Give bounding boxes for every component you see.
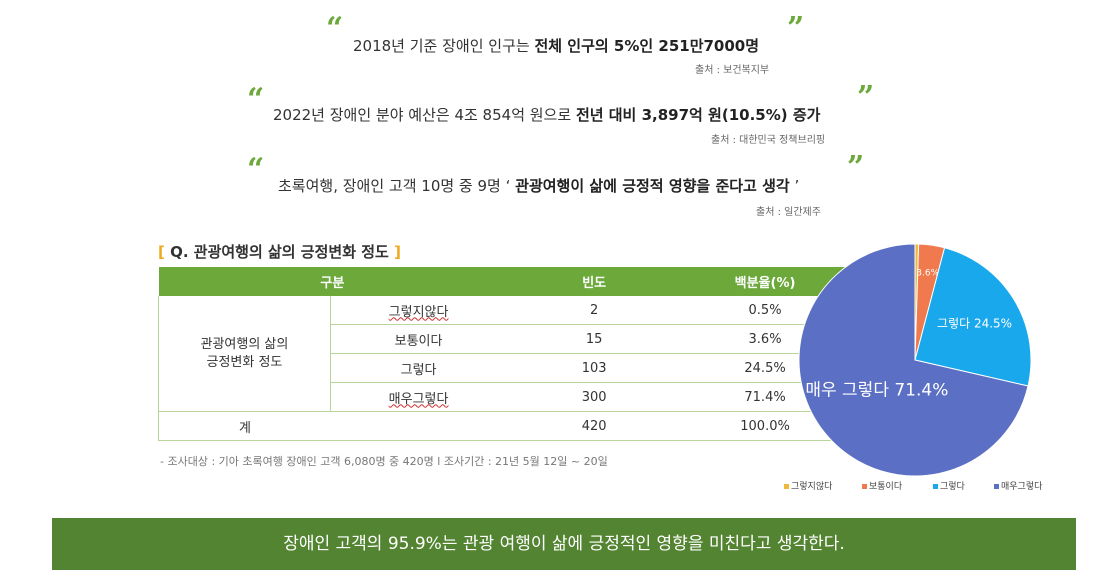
row-frequency: 2 (506, 296, 683, 325)
legend-label: 매우그렇다 (1001, 482, 1043, 492)
quote-2-source: 출처 : 대한민국 정책브리핑 (711, 135, 826, 146)
close-quote-icon: ” (847, 150, 865, 185)
total-label: 계 (158, 411, 507, 441)
total-row: 계 420 100.0% (158, 411, 848, 441)
close-quote-icon: ” (787, 11, 805, 46)
pie-label-4: 매우 그렇다 71.4% (805, 380, 948, 400)
bracket-open: [ (158, 243, 165, 261)
quote-1-plain: 2018년 기준 장애인 인구는 (353, 37, 535, 55)
quote-3-plain: 초록여행, 장애인 고객 10명 중 9명 ‘ (278, 177, 516, 195)
legend-label: 그렇지않다 (791, 482, 833, 492)
quote-3-bold: 관광여행이 삶에 긍정적 영향을 준다고 생각 (515, 177, 790, 195)
row-frequency: 300 (506, 382, 683, 412)
survey-table: 구분 빈도 백분율(%) 관광여행의 삶의 긍정변화 정도 그렇지않다 2 0.5… (158, 267, 848, 441)
table-row: 매우그렇다 300 71.4% (159, 382, 848, 412)
header-category: 구분 (158, 267, 507, 296)
quote-2-text: 2022년 장애인 분야 예산은 4조 854억 원으로 전년 대비 3,897… (273, 104, 820, 125)
quote-1-source: 출처 : 보건복지부 (695, 65, 770, 76)
pie-label-3: 그렇다 24.5% (937, 316, 1012, 331)
row-label: 보통이다 (330, 324, 507, 354)
legend-label: 보통이다 (869, 482, 903, 492)
header-frequency: 빈도 (506, 267, 683, 296)
pie-slice-3 (914, 247, 1032, 387)
quote-2-bold: 전년 대비 3,897억 원(10.5%) 증가 (575, 106, 821, 124)
legend-label: 그렇다 (940, 482, 965, 492)
header-percentage: 백분율(%) (682, 267, 848, 296)
quote-1-text: 2018년 기준 장애인 인구는 전체 인구의 5%인 251만7000명 (353, 35, 759, 56)
table-header-row: 구분 빈도 백분율(%) (158, 267, 848, 296)
legend-swatch (933, 484, 938, 489)
row-frequency: 15 (506, 324, 683, 354)
pie-label-2: 3.6% (916, 268, 939, 278)
quote-3-text: 초록여행, 장애인 고객 10명 중 9명 ‘ 관광여행이 삶에 긍정적 영향을… (278, 175, 799, 196)
row-label: 매우그렇다 (330, 382, 507, 412)
quote-1-bold: 전체 인구의 5%인 251만7000명 (534, 37, 760, 55)
group-label-line1: 관광여행의 삶의 (200, 336, 289, 352)
legend-swatch (994, 484, 999, 489)
row-label: 그렇지않다 (330, 296, 507, 325)
quote-3-source: 출처 : 일간제주 (756, 207, 821, 218)
legend-item: 매우그렇다 (994, 479, 1042, 492)
legend-swatch (784, 484, 789, 489)
legend-item: 그렇지않다 (784, 479, 832, 492)
row-frequency: 103 (506, 353, 683, 383)
legend-item: 보통이다 (862, 479, 902, 492)
row-label-text: 그렇지않다 (388, 304, 449, 320)
table-title-text: Q. 관광여행의 삶의 긍정변화 정도 (170, 243, 389, 261)
group-label-line2: 긍정변화 정도 (206, 354, 283, 370)
table-row: 관광여행의 삶의 긍정변화 정도 그렇지않다 2 0.5% (158, 296, 848, 412)
close-quote-icon: ” (857, 80, 875, 115)
open-quote-icon: “ (247, 82, 265, 117)
pie-chart: 0.5%3.6%그렇다 24.5%매우 그렇다 71.4% (798, 243, 1032, 477)
total-frequency: 420 (506, 411, 683, 441)
table-title: [ Q. 관광여행의 삶의 긍정변화 정도 ] (158, 241, 401, 262)
quote-2-plain: 2022년 장애인 분야 예산은 4조 854억 원으로 (273, 106, 576, 124)
open-quote-icon: “ (326, 11, 344, 46)
quote-3-after: ’ (789, 177, 800, 195)
legend-swatch (862, 484, 867, 489)
summary-banner: 장애인 고객의 95.9%는 관광 여행이 삶에 긍정적인 영향을 미친다고 생… (52, 518, 1076, 570)
table-row: 보통이다 15 3.6% (159, 324, 848, 354)
row-label-text: 매우그렇다 (388, 391, 449, 407)
table-row: 그렇다 103 24.5% (159, 353, 848, 383)
row-label: 그렇다 (330, 353, 507, 383)
pie-slice-4 (798, 243, 1029, 477)
bracket-close: ] (394, 243, 401, 261)
legend-item: 그렇다 (933, 479, 965, 492)
survey-note: - 조사대상 : 기아 초록여행 장애인 고객 6,080명 중 420명 l … (160, 455, 608, 468)
open-quote-icon: “ (247, 152, 265, 187)
